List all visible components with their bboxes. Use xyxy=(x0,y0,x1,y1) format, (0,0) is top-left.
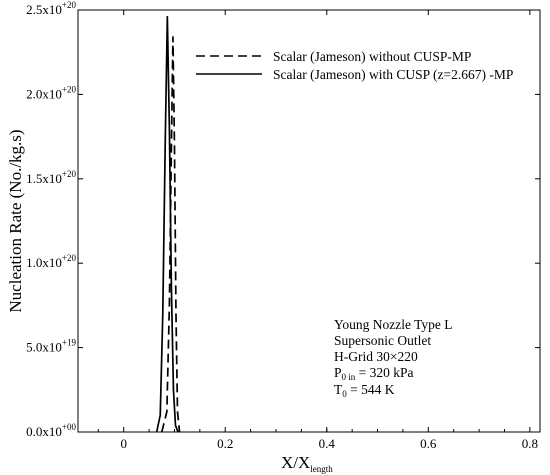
x-tick-label-1: 0.2 xyxy=(217,436,233,451)
annotation-line-5: T0 = 544 K xyxy=(334,382,395,399)
y-tick-label-3: 1.5x10+20 xyxy=(26,169,76,186)
y-tick-label-0: 0.0x10+00 xyxy=(26,422,76,439)
annotation-line-4: P0 in = 320 kPa xyxy=(334,365,414,382)
legend-label-without-cusp: Scalar (Jameson) without CUSP-MP xyxy=(273,49,471,64)
annotation-line-3: H-Grid 30×220 xyxy=(334,349,418,364)
series-layer xyxy=(155,15,181,433)
y-axis-title: Nucleation Rate (No./kg.s) xyxy=(6,129,25,312)
annotation-line-1: Young Nozzle Type L xyxy=(334,317,453,332)
series-line-with-cusp xyxy=(155,15,179,433)
x-tick-label-4: 0.8 xyxy=(522,436,538,451)
annotation-line-2: Supersonic Outlet xyxy=(334,333,431,348)
y-tick-label-1: 5.0x10+19 xyxy=(26,338,76,355)
x-tick-label-3: 0.6 xyxy=(420,436,437,451)
x-tick-label-0: 0 xyxy=(120,436,127,451)
legend: Scalar (Jameson) without CUSP-MP Scalar … xyxy=(196,49,513,82)
x-tick-label-2: 0.4 xyxy=(319,436,336,451)
x-axis-title: X/Xlength xyxy=(281,453,333,474)
series-line-without-cusp xyxy=(160,36,181,433)
ticks-layer: 0 0.2 0.4 0.6 0.8 0.0x10+00 5.0x10+19 1.0x10+20… xyxy=(26,0,540,451)
y-tick-label-5: 2.5x10+20 xyxy=(26,0,76,17)
info-annotation: Young Nozzle Type L Supersonic Outlet H-… xyxy=(334,317,453,399)
plot-frame xyxy=(77,9,541,433)
y-tick-label-2: 1.0x10+20 xyxy=(26,253,76,270)
legend-label-with-cusp: Scalar (Jameson) with CUSP (z=2.667) -MP xyxy=(273,67,513,82)
y-tick-label-4: 2.0x10+20 xyxy=(26,84,76,101)
